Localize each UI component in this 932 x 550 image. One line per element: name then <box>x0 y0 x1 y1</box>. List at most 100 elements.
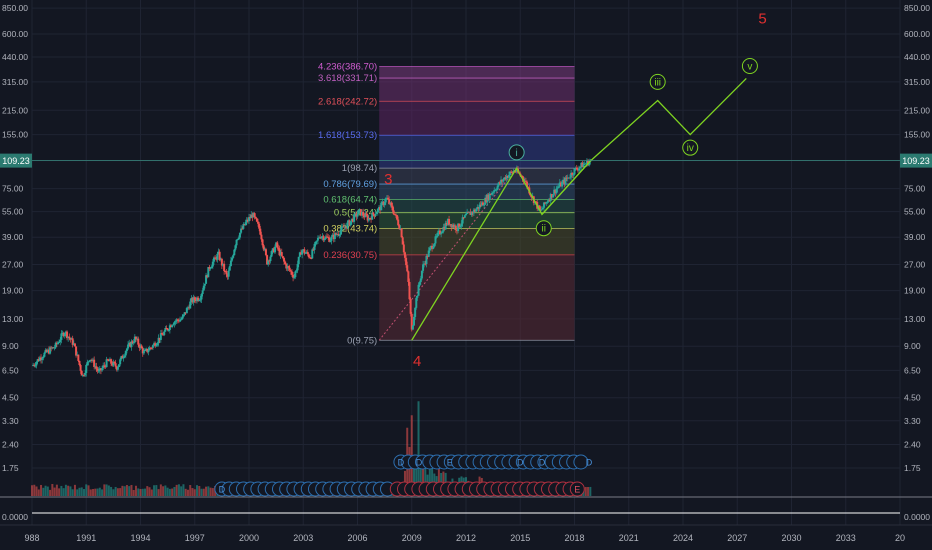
candle-body <box>172 324 175 326</box>
volume-bar <box>137 488 140 496</box>
candle-body <box>72 343 75 345</box>
volume-bar <box>437 462 440 496</box>
candle-body <box>399 228 402 230</box>
volume-bar <box>196 485 199 496</box>
volume-bar <box>42 487 45 496</box>
candle-body <box>337 234 340 236</box>
candle-body <box>558 182 561 187</box>
candle-body <box>347 220 350 223</box>
candle-body <box>206 275 209 278</box>
candle-body <box>285 264 288 269</box>
candle-body <box>465 214 467 216</box>
candle-body <box>283 258 286 262</box>
wave-label-circle <box>508 144 525 161</box>
y-axis-label-right: 155.00 <box>904 130 930 140</box>
volume-bar <box>128 486 131 496</box>
candle-body <box>66 331 69 339</box>
fib-level-label: 0.618(64.74) <box>323 195 377 206</box>
candle-body <box>449 224 452 226</box>
candle-body <box>442 226 445 232</box>
candle-body <box>113 361 116 364</box>
y-axis-label-right: 2.40 <box>904 439 921 449</box>
candle-body <box>330 236 333 241</box>
candle-body <box>144 349 147 352</box>
candle-body <box>258 223 261 229</box>
candle-body <box>151 345 154 348</box>
candle-body <box>252 213 255 218</box>
candle-body <box>363 215 366 218</box>
candle-body <box>197 297 200 301</box>
candle-body <box>302 249 305 251</box>
candle-body <box>581 162 584 168</box>
candle-body <box>527 187 530 189</box>
volume-bar <box>139 489 142 496</box>
candle-body <box>149 347 152 349</box>
candle-body <box>210 266 213 268</box>
candle-body <box>123 355 126 357</box>
dividend-marker-label: D <box>219 485 226 495</box>
candle-body <box>495 189 498 191</box>
candle-body <box>496 185 499 190</box>
candle-body <box>162 334 165 336</box>
volume-bar <box>168 488 171 496</box>
candle-body <box>416 295 419 298</box>
candle-body <box>477 206 480 209</box>
volume-bar <box>31 485 33 496</box>
candle-body <box>353 214 356 222</box>
volume-bar <box>200 488 203 496</box>
volume-bar <box>103 484 106 496</box>
volume-bar <box>87 485 90 496</box>
y-axis-label-left: 19.00 <box>2 286 24 296</box>
candle-body <box>139 345 142 348</box>
volume-bar <box>44 485 47 496</box>
current-price-label-left: 109.23 <box>2 156 30 166</box>
candle-body <box>502 179 505 182</box>
volume-bar <box>408 446 411 496</box>
volume-bar <box>198 486 201 496</box>
candle-body <box>215 257 218 260</box>
candle-body <box>243 224 246 226</box>
candle-body <box>410 313 413 330</box>
candle-body <box>53 347 56 349</box>
volume-bar <box>150 489 153 496</box>
candle-body <box>99 368 102 371</box>
volume-bar <box>116 488 119 496</box>
candle-body <box>277 247 280 249</box>
candle-body <box>227 270 230 277</box>
candle-body <box>539 209 542 211</box>
candle-body <box>429 245 432 248</box>
fib-trend-line <box>378 167 518 341</box>
x-axis-label: 2021 <box>619 533 639 543</box>
candle-body <box>236 238 239 240</box>
x-axis-label: 988 <box>24 533 39 543</box>
candle-body <box>34 365 37 367</box>
candle-body <box>155 345 158 347</box>
candle-body <box>538 205 541 210</box>
candle-body <box>60 333 63 340</box>
candle-body <box>478 204 481 209</box>
candle-body <box>268 260 271 262</box>
wave-label: i <box>516 148 518 159</box>
candle-body <box>545 202 548 204</box>
candle-body <box>180 319 183 321</box>
candle-body <box>298 252 301 257</box>
y-axis-label-left: 215.00 <box>2 105 28 115</box>
volume-bar <box>92 489 95 496</box>
volume-bar <box>146 486 149 496</box>
volume-bar <box>80 487 83 496</box>
candle-body <box>373 214 376 216</box>
candle-body <box>504 177 507 180</box>
candle-body <box>544 202 547 204</box>
candle-body <box>488 193 491 200</box>
candle-body <box>385 197 388 199</box>
y-axis-label-right: 75.00 <box>904 184 926 194</box>
candle-body <box>198 299 201 301</box>
candle-body <box>141 348 144 354</box>
candle-body <box>358 209 361 211</box>
candle-body <box>249 217 252 219</box>
candle-body <box>561 181 564 187</box>
candle-body <box>400 228 403 238</box>
candle-body <box>437 230 440 233</box>
volume-bar <box>71 489 74 496</box>
